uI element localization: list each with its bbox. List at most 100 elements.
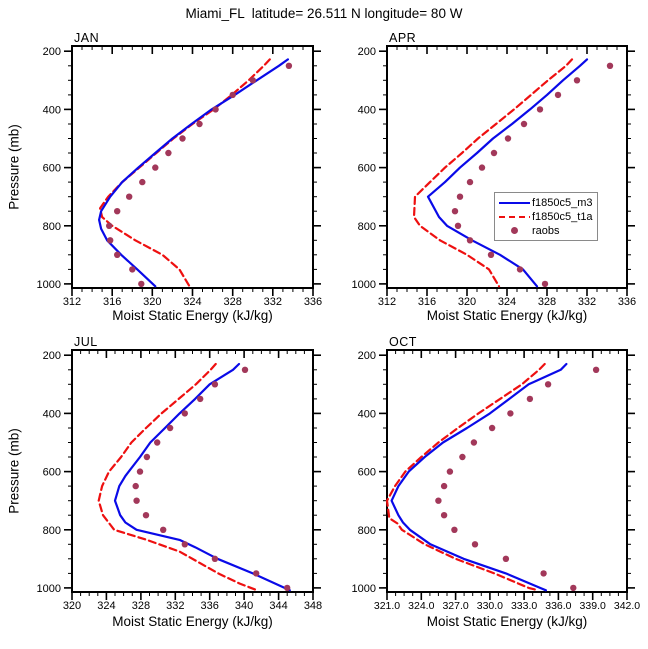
- raobs-point: [165, 149, 172, 157]
- panel-label-jul: JUL: [74, 335, 98, 349]
- x-tick-label: 348: [304, 600, 322, 612]
- tick-marks: [379, 350, 635, 600]
- raobs-point: [126, 193, 133, 200]
- raobs-point: [139, 178, 146, 186]
- x-tick-label: 320: [63, 600, 81, 612]
- y-tick-label: 600: [43, 163, 61, 175]
- x-tick-label: 312: [378, 296, 396, 308]
- raobs-point: [285, 62, 293, 69]
- raobs-point: [284, 584, 291, 592]
- y-axis-title-bottom: Pressure (mb): [6, 428, 22, 514]
- raobs-point: [466, 237, 474, 244]
- x-tick-label: 316: [103, 296, 121, 308]
- raobs-point: [507, 410, 514, 417]
- raobs-point: [471, 541, 479, 548]
- raobs-point: [211, 555, 219, 562]
- x-tick-label: 324.0: [408, 600, 434, 612]
- panel-frame: [71, 349, 314, 593]
- legend-label: f1850c5_m3: [532, 196, 593, 209]
- raobs-point: [487, 251, 495, 258]
- y-tick-label: 600: [358, 163, 376, 175]
- tick-marks: [64, 46, 321, 296]
- y-tick-label: 200: [358, 46, 376, 58]
- curve-f1850c5_m3: [426, 58, 589, 288]
- x-tick-label: 332: [264, 296, 282, 308]
- y-tick-label: 1000: [37, 279, 61, 291]
- raobs-point: [541, 280, 549, 288]
- raobs-point: [181, 410, 188, 417]
- raobs-point: [129, 266, 136, 273]
- legend-label: f1850c5_t1a: [532, 210, 593, 223]
- raobs-point: [454, 222, 462, 229]
- x-tick-label: 316: [418, 296, 436, 308]
- raobs-point: [212, 106, 219, 113]
- x-tick-label: 324: [97, 600, 115, 612]
- panel-label-oct: OCT: [389, 335, 417, 349]
- x-tick-label: 342.0: [614, 600, 640, 612]
- x-tick-label: 312: [63, 296, 81, 308]
- raobs-point: [570, 584, 577, 592]
- x-axis-title-jul: Moist Static Energy (kJ/kg): [112, 614, 273, 629]
- panel-frame: [386, 349, 628, 593]
- legend-row-raobs: raobs: [499, 224, 593, 237]
- panel-jul: 320 324 328 332 336 340 344 348 200 400 600 800 1000: [37, 349, 322, 612]
- raobs-point: [241, 366, 249, 373]
- x-tick-label: 332: [166, 600, 184, 612]
- raobs-point: [229, 91, 236, 99]
- x-tick-label: 344: [269, 600, 287, 612]
- raobs-point: [592, 366, 600, 373]
- x-tick-label: 321.0: [374, 600, 400, 612]
- raobs-point: [196, 120, 203, 128]
- x-tick-label: 320: [458, 296, 476, 308]
- y-tick-label: 1000: [37, 583, 61, 595]
- y-tick-label: 800: [358, 221, 376, 233]
- x-tick-label: 333.0: [511, 600, 537, 612]
- raobs-point: [516, 266, 524, 273]
- raobs-point: [502, 555, 510, 562]
- raobs-points: [132, 366, 291, 592]
- raobs-point: [466, 178, 474, 186]
- raobs-points: [451, 62, 614, 288]
- raobs-point: [478, 164, 486, 171]
- y-tick-label: 600: [43, 467, 61, 479]
- raobs-points: [106, 62, 293, 288]
- y-tick-label: 1000: [352, 279, 376, 291]
- solid-line-swatch: [499, 201, 530, 204]
- panel-frame: [386, 45, 628, 289]
- curve-f1850c5_m3: [97, 58, 289, 288]
- raobs-points: [435, 366, 600, 592]
- raobs-point: [536, 106, 544, 113]
- raobs-point: [211, 381, 219, 388]
- legend-label: raobs: [532, 224, 560, 237]
- raobs-point: [154, 439, 161, 446]
- raobs-point: [504, 135, 512, 142]
- curve-f1850c5_t1a: [97, 362, 259, 592]
- x-tick-label: 327.0: [442, 600, 468, 612]
- x-tick-label: 339.0: [580, 600, 606, 612]
- curve-f1850c5_t1a: [412, 58, 574, 288]
- raobs-point: [114, 208, 121, 215]
- y-tick-label: 400: [43, 408, 61, 420]
- panel-label-apr: APR: [389, 31, 417, 45]
- x-tick-label: 336: [304, 296, 322, 308]
- raobs-point: [451, 526, 458, 533]
- panel-apr: 312 316 320 324 328 332 336 200 400 600 800 1000: [352, 45, 636, 308]
- raobs-point: [573, 77, 581, 84]
- raobs-point: [138, 280, 145, 288]
- raobs-point: [544, 381, 552, 388]
- raobs-point: [490, 149, 498, 157]
- x-tick-label: 332: [578, 296, 596, 308]
- x-tick-label: 336: [618, 296, 636, 308]
- raobs-point: [132, 482, 139, 490]
- raobs-point: [526, 395, 534, 403]
- raobs-point: [446, 468, 454, 475]
- y-tick-label: 400: [358, 408, 376, 420]
- panel-frame: [71, 45, 314, 289]
- raobs-point: [520, 120, 528, 128]
- raobs-point: [540, 570, 547, 577]
- x-tick-label: 340: [235, 600, 253, 612]
- panel-jan: 312 316 320 324 328 332 336 200 400 600 800 1000: [37, 45, 322, 308]
- y-tick-label: 400: [358, 104, 376, 116]
- raobs-point: [142, 512, 150, 519]
